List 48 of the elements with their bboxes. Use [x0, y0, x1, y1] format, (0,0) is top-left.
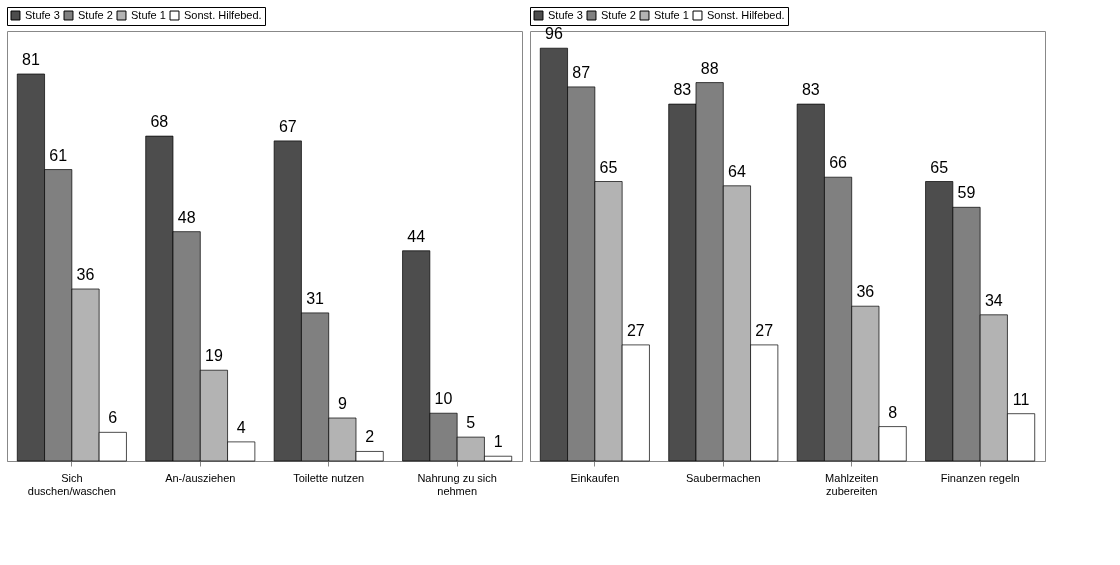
- data-label: 27: [626, 321, 645, 339]
- data-label: 36: [76, 266, 95, 283]
- data-label: 88: [700, 59, 719, 77]
- data-label: 66: [829, 154, 848, 172]
- x-tick-label: Toilette nutzen: [293, 471, 365, 484]
- data-label: 68: [150, 113, 169, 131]
- data-label: 8: [888, 403, 898, 421]
- data-label: 5: [466, 414, 476, 432]
- data-label: 10: [434, 390, 453, 408]
- legend-label: Stufe 3: [25, 8, 60, 21]
- data-label: 27: [755, 321, 774, 339]
- data-label: 19: [205, 347, 223, 365]
- data-label: 83: [801, 81, 820, 99]
- data-label: 36: [856, 283, 875, 301]
- data-label: 44: [407, 227, 426, 245]
- legend-label: Stufe 1: [654, 8, 689, 21]
- data-label: 87: [572, 63, 591, 81]
- data-label: 34: [984, 291, 1003, 309]
- data-label: 48: [177, 208, 196, 226]
- data-label: 6: [108, 409, 118, 427]
- legend-label: Stufe 3: [548, 8, 583, 21]
- data-label: 31: [306, 289, 325, 307]
- data-label: 61: [49, 146, 68, 164]
- legend-label: Stufe 2: [78, 8, 113, 21]
- data-label: 1: [493, 433, 503, 451]
- x-tick-label: Einkaufen: [570, 471, 620, 484]
- legend-label: Stufe 2: [601, 8, 636, 21]
- legend-label: Sonst. Hilfebed.: [707, 8, 785, 21]
- x-tick-label: Nahrung zu sich nehmen: [417, 471, 497, 497]
- x-tick-label: Sich duschen/waschen: [27, 471, 116, 497]
- x-tick-label: Mahlzeiten zubereiten: [825, 471, 879, 497]
- data-label: 67: [278, 117, 297, 135]
- x-tick-label: Finanzen regeln: [940, 471, 1020, 484]
- data-label: 96: [545, 25, 563, 43]
- legend-label: Stufe 1: [131, 8, 166, 21]
- data-label: 4: [236, 418, 246, 436]
- data-label: 81: [22, 51, 40, 68]
- data-label: 59: [957, 184, 976, 202]
- x-tick-label: An-/ausziehen: [165, 471, 236, 484]
- data-label: 83: [673, 81, 692, 99]
- legend-label: Sonst. Hilfebed.: [184, 8, 262, 21]
- data-label: 65: [599, 158, 618, 176]
- x-tick-label: Saubermachen: [685, 471, 761, 484]
- data-label: 9: [337, 395, 347, 412]
- data-label: 2: [365, 428, 375, 446]
- data-label: 64: [728, 162, 746, 180]
- data-label: 65: [930, 158, 949, 176]
- data-label: 11: [1012, 390, 1030, 408]
